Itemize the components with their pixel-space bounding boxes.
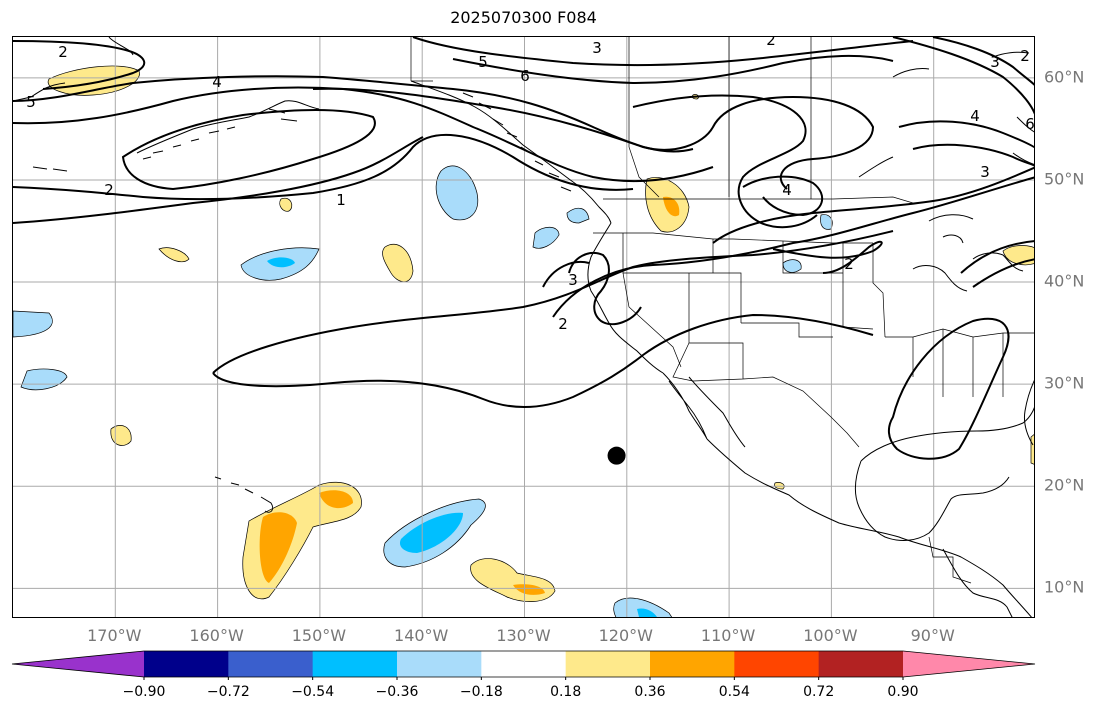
light-blue-area <box>782 259 802 273</box>
latitude-label: 20°N <box>1044 475 1085 495</box>
longitude-label: 110°W <box>700 626 756 645</box>
contour-label: 5 <box>26 93 36 111</box>
yellow-area <box>158 247 190 263</box>
contour-labels: 2 4 3 5 6 2 3 4 6 2 1 3 2 4 3 2 5 2 <box>26 37 1035 333</box>
colorbar-extend-high <box>903 651 1035 677</box>
colorbar-tick-label: −0.36 <box>375 684 419 700</box>
contour-lines <box>13 37 1034 460</box>
contour-label: 3 <box>592 39 602 57</box>
longitude-label: 170°W <box>87 626 142 645</box>
colorbar-tick-label: −0.72 <box>206 684 250 700</box>
yellow-area <box>382 243 414 283</box>
colorbar-segment <box>565 651 651 677</box>
colorbar <box>11 650 1036 680</box>
longitude-label: 150°W <box>291 626 347 645</box>
location-marker <box>607 446 626 465</box>
contour-label: 1 <box>336 191 346 209</box>
longitude-label: 120°W <box>598 626 653 645</box>
longitude-label: 160°W <box>189 626 244 645</box>
orange-area <box>513 584 545 595</box>
colorbar-segment <box>818 651 904 677</box>
longitude-label: 90°W <box>910 626 955 645</box>
map-title: 2025070300 F084 <box>450 8 597 27</box>
contour-label: 5 <box>478 53 488 71</box>
colorbar-tick-label: −0.18 <box>459 684 503 700</box>
colorbar-segment <box>397 651 482 677</box>
contour-label: 4 <box>782 181 792 199</box>
contour-label: 6 <box>520 67 530 85</box>
light-blue-area <box>532 226 560 249</box>
colorbar-segment <box>481 651 567 677</box>
orange-area <box>663 196 680 217</box>
colorbar-segment <box>144 651 229 677</box>
contour-label: 2 <box>104 181 114 199</box>
orange-area <box>259 512 297 583</box>
latitude-label: 30°N <box>1044 373 1085 393</box>
longitude-label: 100°W <box>803 626 858 645</box>
colorbar-tick-label: 0.90 <box>887 684 919 700</box>
colorbar-extend-low <box>12 651 144 677</box>
colorbar-tick-label: 0.18 <box>550 684 582 700</box>
yellow-area <box>279 197 293 212</box>
contour-label: 4 <box>970 107 980 125</box>
contour-label: 6 <box>1025 115 1035 133</box>
latitude-label: 10°N <box>1044 577 1085 597</box>
light-blue-area <box>13 310 53 338</box>
latitude-label: 40°N <box>1044 271 1085 291</box>
cyan-area <box>267 257 295 268</box>
contour-label: 3 <box>568 271 578 289</box>
cyan-area <box>399 512 463 553</box>
colorbar-segment <box>312 651 398 677</box>
map-panel: 2 4 3 5 6 2 3 4 6 2 1 3 2 4 3 2 5 2 <box>12 36 1035 618</box>
contour-label: 2 <box>1020 47 1030 65</box>
light-blue-area <box>435 165 479 221</box>
colorbar-tick-label: −0.54 <box>291 684 335 700</box>
yellow-area <box>110 425 132 446</box>
coastlines <box>13 37 1034 617</box>
contour-label: 2 <box>558 315 568 333</box>
colorbar-tick-label: 0.72 <box>803 684 835 700</box>
contour-label: 3 <box>980 163 990 181</box>
colorbar-tick-label: 0.36 <box>634 684 666 700</box>
yellow-area <box>1030 434 1034 465</box>
political-borders <box>410 37 1034 584</box>
map-canvas: 2 4 3 5 6 2 3 4 6 2 1 3 2 4 3 2 5 2 <box>13 37 1035 617</box>
cyan-area <box>637 608 657 617</box>
colorbar-segment <box>228 651 314 677</box>
light-blue-area <box>20 368 68 391</box>
contour-label: 3 <box>990 53 1000 71</box>
contour-label: 4 <box>212 73 222 91</box>
yellow-area <box>774 482 785 490</box>
colorbar-tick-label: −0.90 <box>122 684 166 700</box>
light-blue-area <box>566 207 590 224</box>
light-blue-area <box>613 597 673 617</box>
colorbar-segment <box>734 651 820 677</box>
positive-anomaly-shading <box>47 65 1034 602</box>
latitude-label: 50°N <box>1044 169 1085 189</box>
orange-area <box>319 490 353 509</box>
contour-label: 2 <box>766 37 776 49</box>
colorbar-tick-label: 0.54 <box>718 684 750 700</box>
longitude-label: 130°W <box>496 626 551 645</box>
graticule <box>13 37 1034 617</box>
yellow-area <box>470 558 556 602</box>
yellow-area <box>1002 245 1034 266</box>
colorbar-segment <box>650 651 735 677</box>
latitude-label: 60°N <box>1044 67 1085 87</box>
contour-label: 2 <box>58 43 68 61</box>
light-blue-area <box>820 214 833 230</box>
contour-label: 2 <box>844 255 854 273</box>
longitude-label: 140°W <box>394 626 449 645</box>
